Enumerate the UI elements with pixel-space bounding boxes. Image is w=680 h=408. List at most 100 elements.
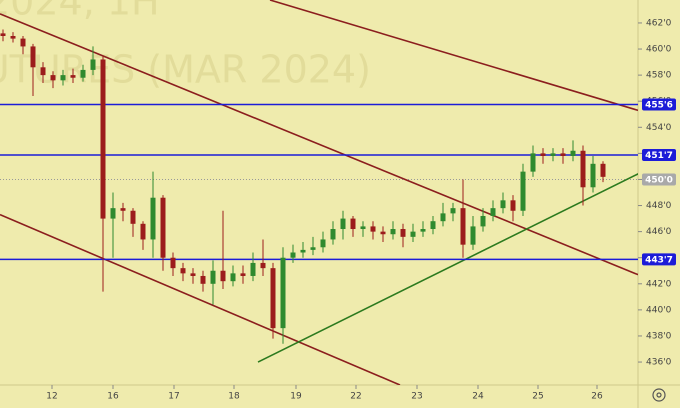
level-tag-label: 450'0 xyxy=(645,175,673,185)
y-tick-label: 440'0 xyxy=(646,305,672,315)
trend-line xyxy=(0,13,638,276)
watermark: 2024, 1H xyxy=(0,0,160,24)
level-tag-label: 451'7 xyxy=(645,151,673,161)
candle-body xyxy=(560,153,566,156)
x-tick-label: 25 xyxy=(532,392,543,402)
candle-body xyxy=(150,197,156,240)
candle-body xyxy=(290,252,296,258)
candle-body xyxy=(480,215,486,227)
x-tick-label: 17 xyxy=(168,392,179,402)
y-tick-label: 436'0 xyxy=(646,358,672,368)
candle-body xyxy=(170,257,176,269)
candle-body xyxy=(440,213,446,222)
candle-body xyxy=(460,208,466,245)
candle-body xyxy=(100,59,106,219)
y-tick-label: 438'0 xyxy=(646,331,672,341)
gear-center[interactable] xyxy=(656,392,662,398)
candle-body xyxy=(200,275,206,284)
candle-body xyxy=(340,218,346,230)
candle-body xyxy=(600,163,606,177)
x-tick-label: 19 xyxy=(290,392,302,402)
x-tick-label: 26 xyxy=(591,392,603,402)
candle-body xyxy=(70,75,76,78)
candle-body xyxy=(410,231,416,237)
candle-body xyxy=(280,257,286,329)
settings-icon[interactable] xyxy=(652,388,666,402)
candle-body xyxy=(10,35,16,39)
candle-body xyxy=(510,200,516,211)
y-tick-label: 454'0 xyxy=(646,123,672,133)
trend-line xyxy=(257,173,638,363)
level-tag xyxy=(642,173,676,186)
candle-body xyxy=(80,69,86,78)
candle-body xyxy=(310,247,316,250)
candle-body xyxy=(230,273,236,282)
candle-body xyxy=(130,210,136,224)
trend-line xyxy=(0,213,401,385)
candle-body xyxy=(470,226,476,245)
x-tick-label: 18 xyxy=(228,392,240,402)
candle-body xyxy=(500,200,506,209)
candle-body xyxy=(390,229,396,235)
candle-body xyxy=(120,208,126,211)
candle-body xyxy=(590,163,596,188)
candle-body xyxy=(90,59,96,70)
candle-body xyxy=(540,153,546,156)
candle-body xyxy=(490,208,496,216)
y-tick-label: 460'0 xyxy=(646,45,672,55)
candle-body xyxy=(30,46,36,68)
level-tag-label: 455'6 xyxy=(645,100,673,110)
x-tick-label: 12 xyxy=(46,392,57,402)
x-tick-label: 22 xyxy=(350,392,361,402)
candle-body xyxy=(160,197,166,258)
candle-body xyxy=(580,150,586,188)
y-tick-label: 462'0 xyxy=(646,18,672,28)
candle-body xyxy=(250,262,256,276)
level-tag xyxy=(642,253,676,266)
y-tick-label: 442'0 xyxy=(646,279,672,289)
candle-body xyxy=(380,231,386,235)
level-tag xyxy=(642,149,676,162)
candle-body xyxy=(370,226,376,232)
candle-body xyxy=(40,67,46,76)
x-tick-label: 16 xyxy=(107,392,119,402)
x-tick-label: 24 xyxy=(472,392,484,402)
candle-body xyxy=(360,226,366,230)
y-tick-label: 448'0 xyxy=(646,201,672,211)
candle-body xyxy=(570,150,576,156)
plot xyxy=(0,0,638,385)
candle-body xyxy=(180,268,186,274)
candle-body xyxy=(420,229,426,232)
trend-line xyxy=(269,0,638,112)
y-tick-label: 458'0 xyxy=(646,71,672,81)
candle-body xyxy=(20,38,26,47)
candle-body xyxy=(190,273,196,276)
candle-body xyxy=(0,33,6,36)
candle-body xyxy=(350,218,356,230)
candle-body xyxy=(140,223,146,240)
candle-body xyxy=(260,262,266,269)
watermark: FUTURES (MAR 2024) xyxy=(0,48,371,92)
candle-body xyxy=(210,270,216,284)
candle-body xyxy=(330,229,336,240)
candle-body xyxy=(320,239,326,248)
candle-body xyxy=(220,270,226,282)
candle-body xyxy=(400,229,406,237)
candle-body xyxy=(270,268,276,329)
candle-body xyxy=(300,249,306,253)
candle-body xyxy=(550,153,556,156)
candle-body xyxy=(110,208,116,219)
candle-body xyxy=(520,171,526,211)
candle-body xyxy=(450,208,456,214)
x-tick-label: 23 xyxy=(411,392,422,402)
candle-body xyxy=(430,221,436,230)
level-tag-label: 443'7 xyxy=(645,255,673,265)
candle-body xyxy=(60,75,66,81)
y-tick-label: 446'0 xyxy=(646,227,672,237)
level-tag xyxy=(642,98,676,111)
gear[interactable] xyxy=(652,388,666,402)
candle-body xyxy=(50,75,56,81)
candle-body xyxy=(530,153,536,172)
